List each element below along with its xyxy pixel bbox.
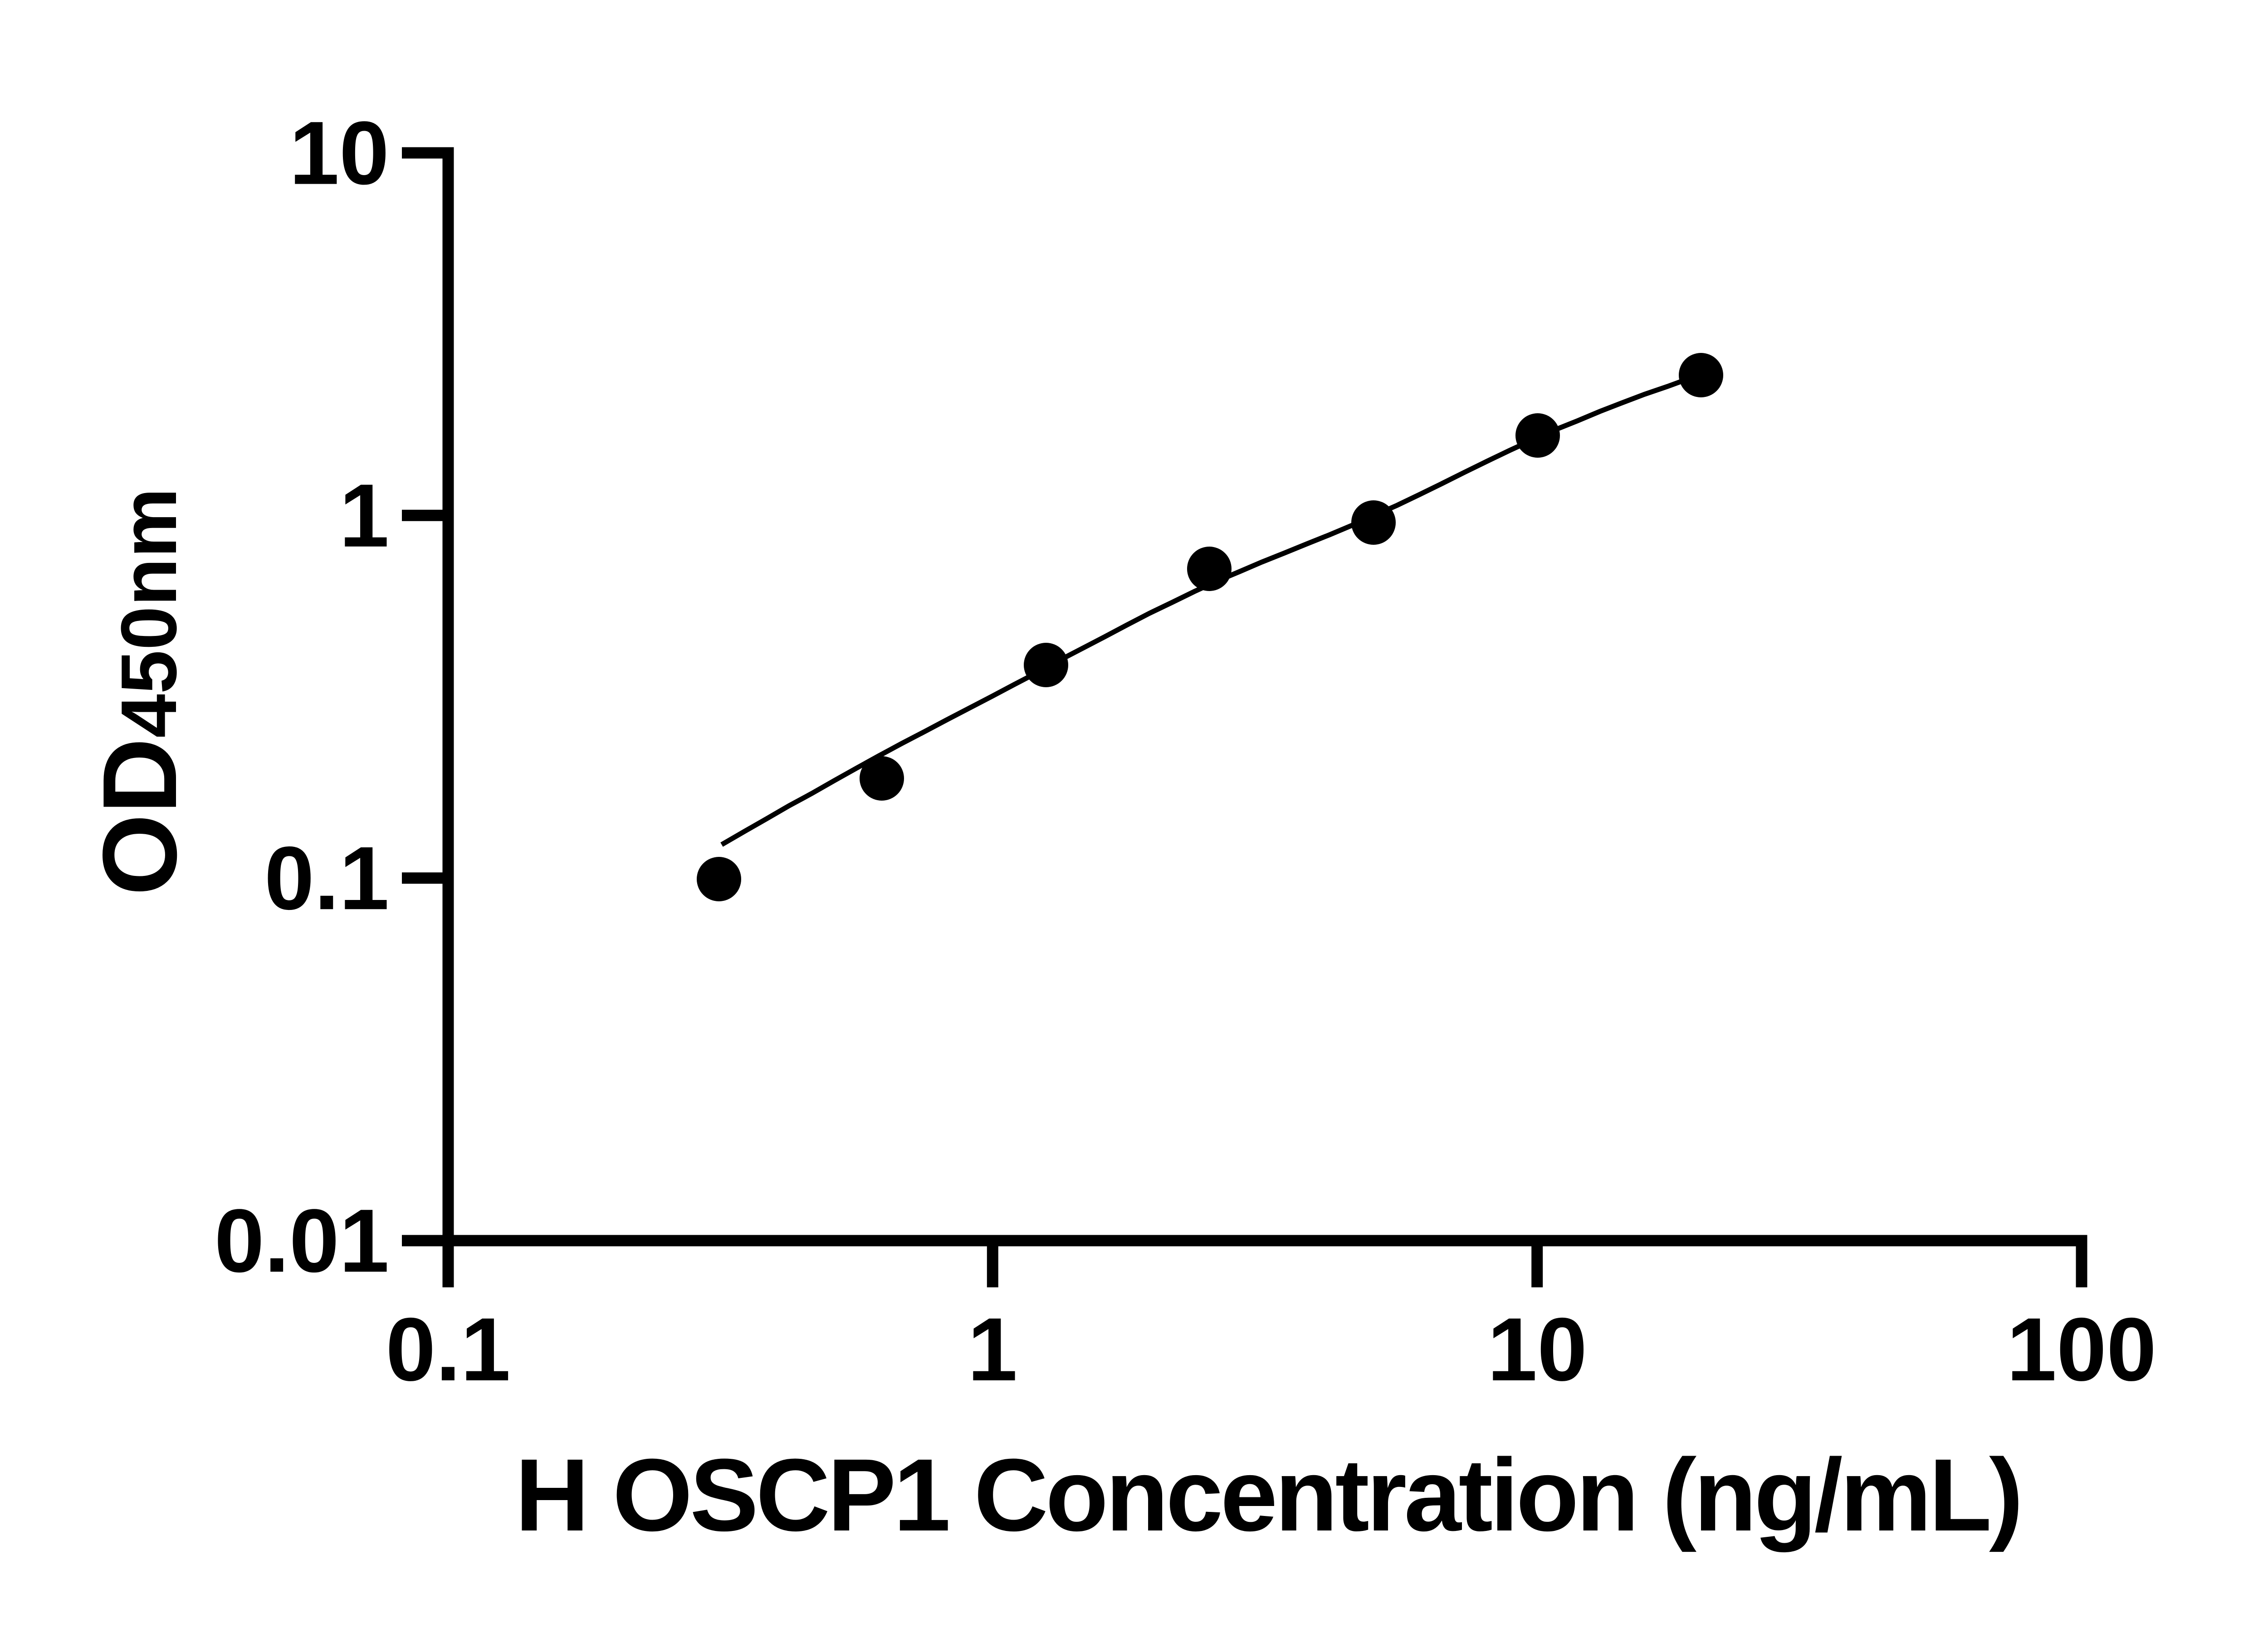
svg-text:0.01: 0.01 <box>215 1191 389 1291</box>
svg-text:0.1: 0.1 <box>386 1299 510 1399</box>
svg-text:10: 10 <box>1487 1299 1587 1399</box>
svg-text:1: 1 <box>968 1299 1017 1399</box>
svg-text:1: 1 <box>339 465 389 566</box>
svg-text:H OSCP1 Concentration (ng/mL): H OSCP1 Concentration (ng/mL) <box>515 1438 2020 1553</box>
svg-text:10: 10 <box>289 103 389 203</box>
svg-text:0.1: 0.1 <box>264 828 389 928</box>
svg-text:OD450nm: OD450nm <box>81 488 199 895</box>
svg-text:100: 100 <box>2007 1299 2156 1399</box>
